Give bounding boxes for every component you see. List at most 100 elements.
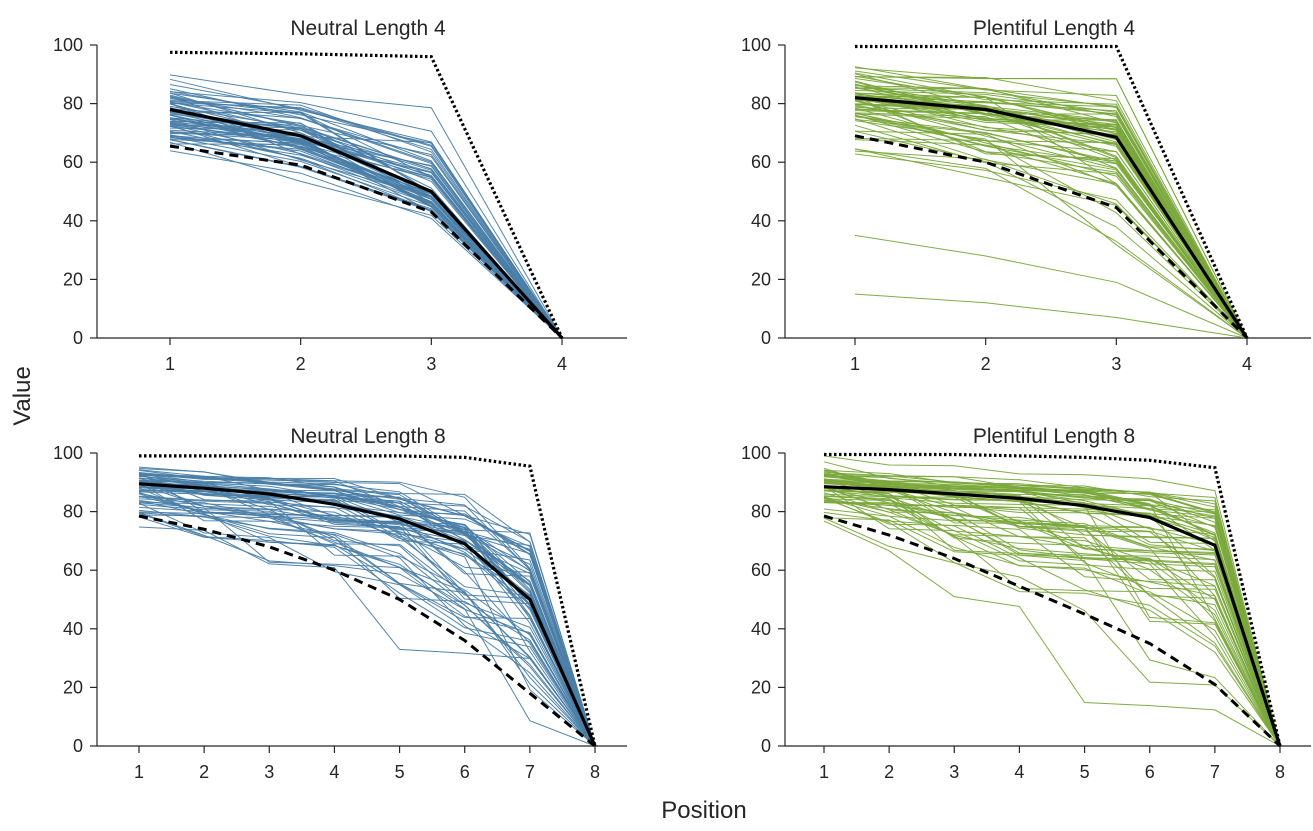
x-tick-label: 8 <box>1275 762 1285 782</box>
y-tick-label: 60 <box>63 560 83 580</box>
trace-line <box>854 130 1248 339</box>
trace-line <box>823 487 1281 747</box>
individual-traces <box>138 466 596 747</box>
panel-title: Neutral Length 4 <box>290 17 446 40</box>
x-tick-label: 1 <box>850 354 860 374</box>
x-tick-label: 4 <box>329 762 339 782</box>
trace-line <box>169 118 563 339</box>
trace-line <box>854 130 1248 339</box>
trace-line <box>823 517 1281 747</box>
trace-line <box>138 514 596 747</box>
x-tick-label: 8 <box>590 762 600 782</box>
trace-line <box>169 101 563 339</box>
x-tick-label: 2 <box>981 354 991 374</box>
trace-line <box>823 497 1281 747</box>
trace-line <box>169 117 563 339</box>
trace-line <box>823 500 1281 747</box>
x-tick-label: 4 <box>1242 354 1252 374</box>
trace-line <box>823 461 1281 747</box>
trace-line <box>169 111 563 339</box>
y-tick-label: 80 <box>63 94 83 114</box>
trace-line <box>138 483 596 747</box>
x-tick-label: 3 <box>264 762 274 782</box>
trace-line <box>138 500 596 747</box>
lower-dashed-line <box>823 514 1282 748</box>
trace-line <box>138 511 596 747</box>
panel-title: Neutral Length 8 <box>290 425 445 448</box>
y-tick-label: 40 <box>751 619 771 639</box>
y-tick-label: 0 <box>761 736 771 756</box>
trace-line <box>854 108 1248 339</box>
trace-line <box>138 498 596 747</box>
trace-line <box>823 496 1281 747</box>
individual-traces <box>169 74 563 339</box>
trace-line <box>169 102 563 339</box>
y-tick-label: 100 <box>741 443 771 463</box>
trace-line <box>169 137 563 339</box>
trace-line <box>169 138 563 339</box>
trace-line <box>854 118 1248 339</box>
trace-line <box>854 105 1248 339</box>
y-tick-label: 80 <box>751 94 771 114</box>
trace-line <box>138 473 596 747</box>
trace-line <box>854 76 1248 339</box>
trace-line <box>823 472 1281 747</box>
x-tick-label: 6 <box>460 762 470 782</box>
trace-line <box>138 526 596 747</box>
trace-line <box>138 483 596 747</box>
trace-line <box>823 520 1281 747</box>
trace-line <box>138 473 596 747</box>
individual-traces <box>823 455 1281 747</box>
panel-title: Plentiful Length 4 <box>973 17 1136 40</box>
trace-line <box>823 501 1281 747</box>
lower-dashed-line <box>169 144 564 340</box>
trace-line <box>854 85 1248 339</box>
x-tick-label: 2 <box>199 762 209 782</box>
mean-solid-line <box>169 107 564 340</box>
trace-line <box>823 470 1281 747</box>
upper-dotted-line <box>824 452 1282 747</box>
panel-3: Neutral Length 8 0 20 40 60 80 100 1 2 3 4 5 6 7 8 <box>53 425 627 782</box>
trace-line <box>138 468 596 747</box>
x-tick-label: 3 <box>426 354 436 374</box>
trace-line <box>823 502 1281 747</box>
trace-line <box>138 501 596 747</box>
y-tick-label: 0 <box>73 328 83 348</box>
trace-line <box>854 293 1248 339</box>
trace-line <box>854 97 1248 339</box>
trace-line <box>138 503 596 747</box>
x-tick-label: 7 <box>525 762 535 782</box>
trace-line <box>138 506 596 747</box>
y-tick-label: 20 <box>63 677 83 697</box>
trace-line <box>854 97 1248 339</box>
trace-line <box>854 96 1248 339</box>
x-tick-label: 1 <box>165 354 175 374</box>
trace-line <box>854 99 1248 339</box>
x-tick-label: 4 <box>1014 762 1024 782</box>
y-tick-label: 40 <box>63 619 83 639</box>
trace-line <box>138 472 596 747</box>
trace-line <box>823 455 1281 747</box>
individual-traces <box>854 66 1248 339</box>
y-tick-label: 60 <box>751 152 771 172</box>
trace-line <box>823 474 1281 747</box>
y-tick-label: 60 <box>751 560 771 580</box>
trace-line <box>138 492 596 747</box>
panel-2: Plentiful Length 4 0 20 40 60 80 100 1 2 3 4 <box>741 17 1311 374</box>
trace-line <box>854 148 1248 339</box>
y-tick-label: 0 <box>73 736 83 756</box>
trace-line <box>823 495 1281 747</box>
trace-line <box>169 102 563 339</box>
trace-line <box>823 497 1281 747</box>
y-tick-label: 100 <box>53 443 83 463</box>
trace-line <box>854 92 1248 339</box>
trace-line <box>823 490 1281 747</box>
trace-line <box>823 492 1281 747</box>
trace-line <box>138 516 596 747</box>
y-tick-label: 40 <box>63 211 83 231</box>
trace-line <box>138 502 596 747</box>
x-tick-label: 6 <box>1145 762 1155 782</box>
mean-solid-line <box>138 482 597 747</box>
panel-4: Plentiful Length 8 0 20 40 60 80 100 1 2 3 4 5 6 7 8 <box>741 425 1311 782</box>
trace-line <box>169 103 563 339</box>
